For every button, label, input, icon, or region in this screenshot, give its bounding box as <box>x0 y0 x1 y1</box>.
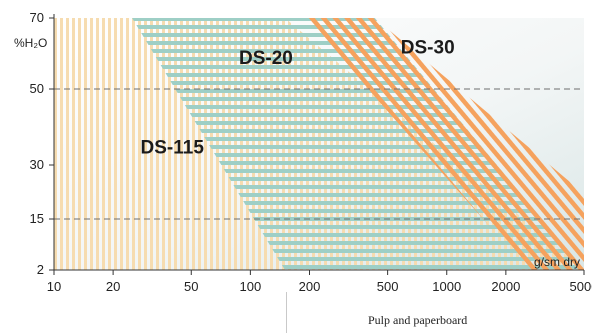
x-tick-label: 2000 <box>491 279 520 294</box>
y-tick-label: 2 <box>37 262 44 277</box>
y-axis-label: %H₂O <box>14 36 47 50</box>
y-tick-label: 15 <box>30 211 44 226</box>
x-tick-label: 100 <box>240 279 262 294</box>
page-caption: Pulp and paperboard <box>368 313 468 327</box>
y-tick-label: 30 <box>30 157 44 172</box>
zone-label-ds-115: DS-115 <box>141 138 205 159</box>
x-tick-label: 500 <box>377 279 399 294</box>
zone-label-ds-20: DS-20 <box>239 48 293 69</box>
axes: 2 15 30 50 70 10 20 50 100 200 500 1000 2000 5000 %H₂O… <box>14 10 592 294</box>
x-tick-label: 1000 <box>432 279 461 294</box>
zone-label-ds-30: DS-30 <box>401 38 455 59</box>
zone-labels: DS-115 DS-20 DS-30 <box>141 38 455 159</box>
zone-ds-20 <box>132 18 584 270</box>
x-axis-label: g/sm dry <box>534 255 580 269</box>
reference-lines <box>54 88 584 220</box>
zone-ds-30 <box>305 18 584 270</box>
x-tick-label: 20 <box>106 279 120 294</box>
x-tick-label: 5000 <box>570 279 592 294</box>
x-tick-label: 50 <box>184 279 198 294</box>
zones-layer <box>54 18 584 270</box>
x-tick-label: 10 <box>47 279 61 294</box>
y-tick-label: 50 <box>30 81 44 96</box>
y-tick-label: 70 <box>30 10 44 25</box>
x-tick-label: 200 <box>299 279 321 294</box>
divider-line <box>286 292 287 333</box>
